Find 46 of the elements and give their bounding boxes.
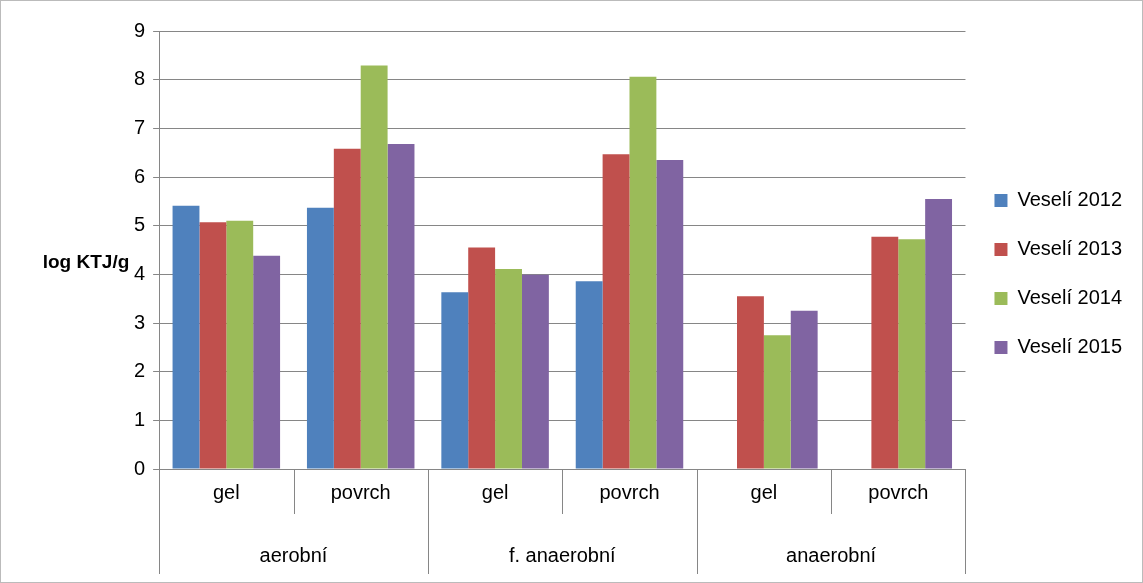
bar xyxy=(360,65,388,469)
bar xyxy=(898,239,926,469)
bar xyxy=(737,296,764,469)
text: aerobní xyxy=(259,543,328,566)
x-tick-label: gel xyxy=(481,480,509,503)
y-tick-label: 8 xyxy=(134,67,146,90)
bar xyxy=(521,274,549,469)
y-tick-label: 9 xyxy=(134,18,146,41)
legend-label: Veselí 2013 xyxy=(1017,237,1122,260)
bar xyxy=(226,220,254,469)
bar xyxy=(172,205,200,469)
bar xyxy=(495,268,522,469)
x-tick-label: povrch xyxy=(868,480,929,503)
bar xyxy=(602,154,630,469)
bar xyxy=(575,281,603,469)
bar xyxy=(199,222,227,469)
bar xyxy=(306,207,334,469)
text: anaerobní xyxy=(786,543,877,566)
bar xyxy=(656,159,684,469)
y-tick-label: 4 xyxy=(134,261,146,284)
bar xyxy=(441,292,469,469)
y-tick-label: 1 xyxy=(134,407,146,430)
legend-label: Veselí 2015 xyxy=(1017,335,1122,358)
bar xyxy=(925,198,953,469)
y-tick-label: 0 xyxy=(134,456,146,479)
y-tick-label: 2 xyxy=(134,359,146,382)
legend-label: Veselí 2012 xyxy=(1017,188,1122,211)
bar xyxy=(253,255,281,469)
x-tick-label: povrch xyxy=(599,480,660,503)
y-tick-label: 3 xyxy=(134,310,146,333)
bar xyxy=(387,143,415,469)
text: f. anaerobní xyxy=(508,543,617,566)
y-axis-title: log KTJ/g xyxy=(42,251,130,273)
y-tick-label: 6 xyxy=(134,164,146,187)
x-tick-label: povrch xyxy=(330,480,391,503)
bar xyxy=(763,335,791,469)
x-tick-label: gel xyxy=(750,480,778,503)
x-tick-label: gel xyxy=(212,480,240,503)
bar xyxy=(468,247,496,469)
legend-label: Veselí 2014 xyxy=(1017,286,1122,309)
bar xyxy=(790,310,818,469)
bar xyxy=(871,236,899,469)
y-tick-label: 7 xyxy=(134,115,146,138)
y-tick-label: 5 xyxy=(134,213,146,236)
bar xyxy=(629,76,657,469)
bar xyxy=(333,148,361,469)
